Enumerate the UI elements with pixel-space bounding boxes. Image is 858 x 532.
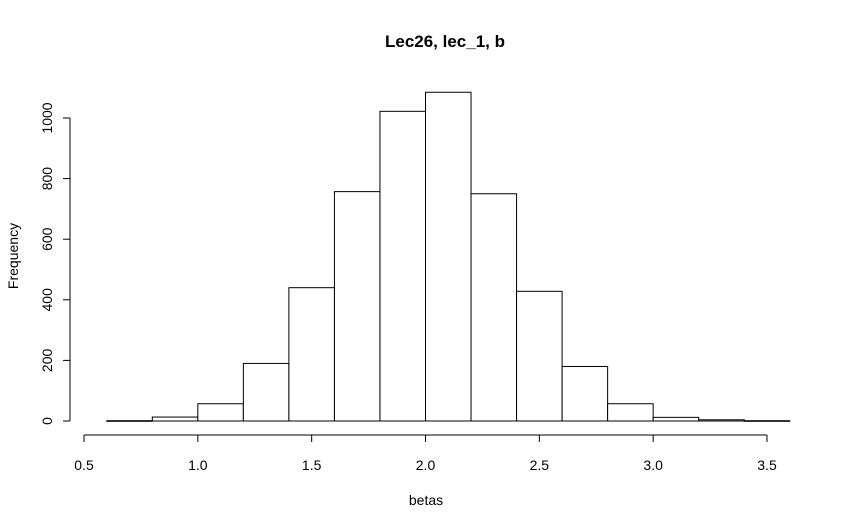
histogram-bar: [425, 91, 472, 422]
x-axis-tick-label: 3.0: [643, 457, 663, 473]
histogram-bar: [607, 403, 654, 422]
y-axis-tick-label: 200: [39, 349, 55, 373]
x-axis-tick-label: 2.5: [530, 457, 550, 473]
histogram-bar: [561, 365, 609, 422]
x-axis-tick-label: 0.5: [74, 457, 94, 473]
y-axis-tick-label: 600: [39, 227, 55, 251]
x-axis-tick-label: 3.5: [757, 457, 777, 473]
histogram-bar: [698, 419, 745, 422]
x-axis: 0.5 1.0 1.5 2.0 2.5 3.0 3.5: [74, 434, 777, 473]
histogram-bar: [516, 290, 563, 422]
x-axis-label: betas: [409, 492, 443, 508]
histogram-bar: [333, 191, 381, 422]
x-axis-tick-label: 1.0: [188, 457, 208, 473]
y-axis-tick-label: 400: [39, 288, 55, 312]
histogram-bar: [470, 193, 518, 422]
y-axis: 0 200 400 600 800 1000: [39, 102, 71, 425]
chart-title: Lec26, lec_1, b: [385, 32, 505, 51]
histogram-bar: [106, 420, 153, 422]
histogram-bar: [743, 420, 791, 422]
x-axis-tick-label: 1.5: [302, 457, 322, 473]
histogram-bar: [379, 110, 426, 422]
histogram-bar: [197, 403, 244, 422]
y-axis-tick-label: 0: [39, 417, 55, 425]
histogram-bar: [242, 362, 290, 422]
y-axis-tick-label: 1000: [39, 102, 55, 133]
y-axis-tick-label: 800: [39, 167, 55, 191]
histogram-bar: [652, 416, 700, 422]
y-axis-label: Frequency: [5, 223, 21, 289]
histogram-bar: [288, 287, 335, 422]
x-axis-tick-label: 2.0: [416, 457, 436, 473]
histogram-bars: [106, 91, 791, 422]
histogram-bar: [151, 416, 199, 422]
